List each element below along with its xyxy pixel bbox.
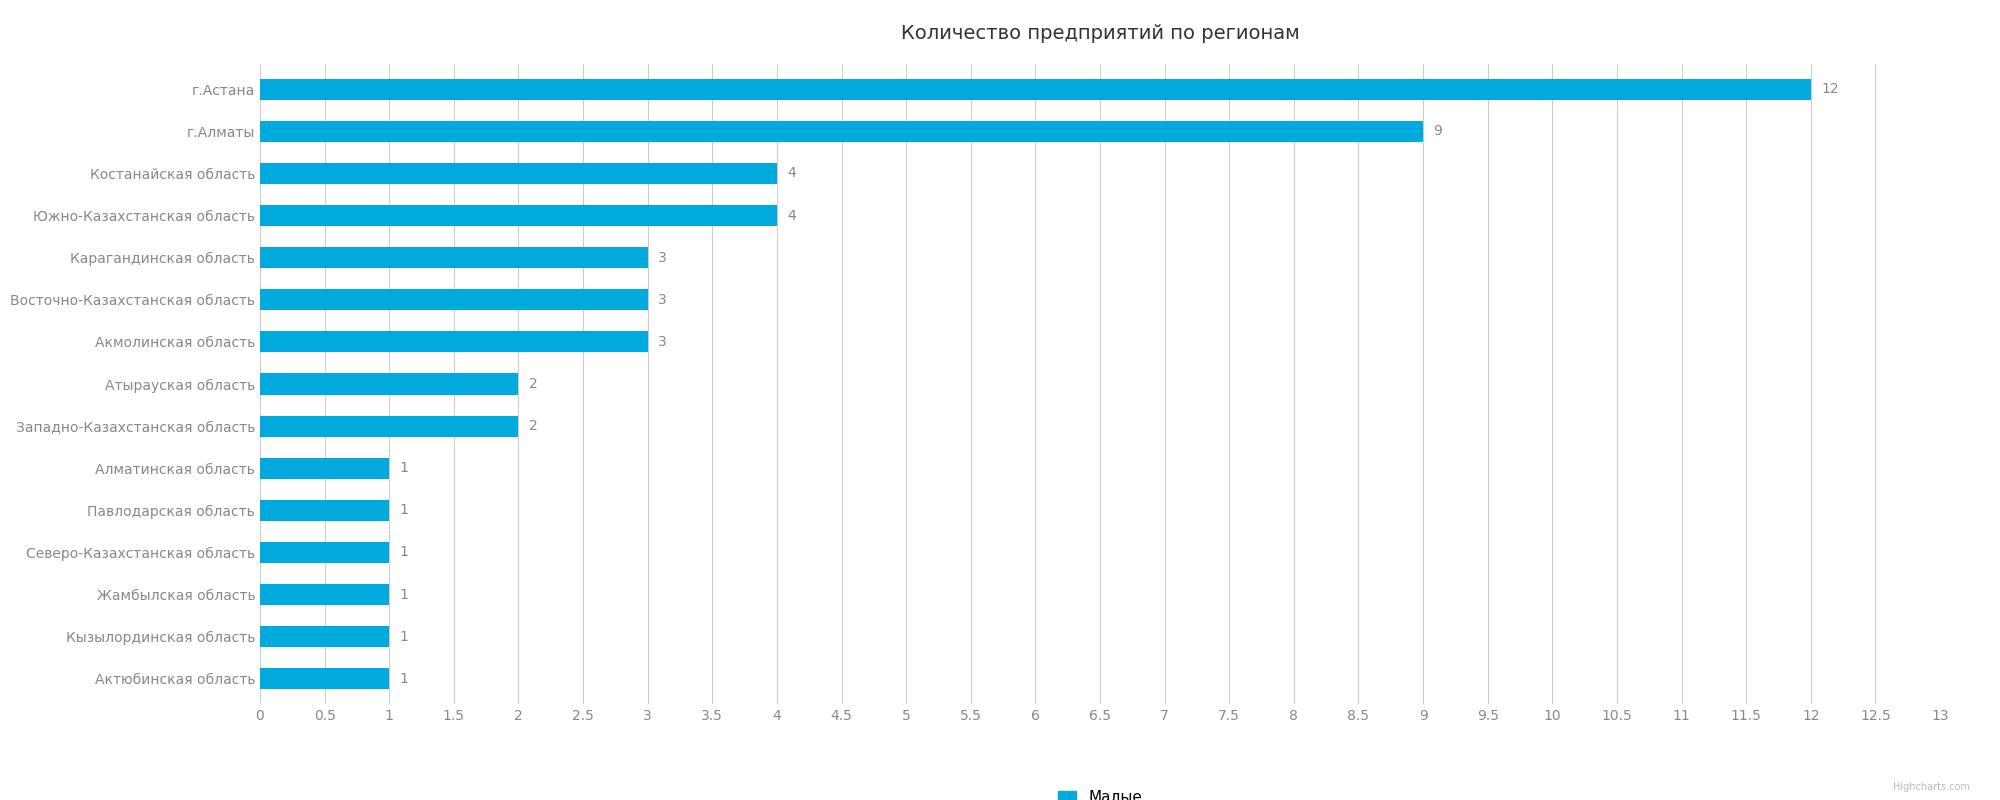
Text: Highcharts.com: Highcharts.com (1894, 782, 1970, 792)
Bar (260, 121, 1424, 142)
Bar (260, 584, 390, 605)
Text: 4: 4 (788, 166, 796, 181)
Bar (260, 247, 648, 268)
Bar (260, 331, 648, 353)
Text: 1: 1 (400, 587, 408, 602)
Bar (260, 626, 390, 647)
Text: 2: 2 (528, 377, 538, 391)
Text: 1: 1 (400, 630, 408, 644)
Text: 2: 2 (528, 419, 538, 433)
Bar (260, 163, 776, 184)
Bar (260, 542, 390, 563)
Text: 9: 9 (1434, 124, 1442, 138)
Text: 12: 12 (1822, 82, 1838, 96)
Bar (260, 458, 390, 478)
Bar (260, 374, 518, 394)
Text: 3: 3 (658, 250, 666, 265)
Text: 4: 4 (788, 209, 796, 222)
Text: 1: 1 (400, 546, 408, 559)
Text: 1: 1 (400, 503, 408, 518)
Bar (260, 500, 390, 521)
Text: 1: 1 (400, 672, 408, 686)
Text: 1: 1 (400, 462, 408, 475)
Bar (260, 668, 390, 690)
Text: 3: 3 (658, 293, 666, 306)
Bar (260, 205, 776, 226)
Text: Количество предприятий по регионам: Количество предприятий по регионам (900, 24, 1300, 43)
Bar (260, 290, 648, 310)
Bar (260, 415, 518, 437)
Text: 3: 3 (658, 335, 666, 349)
Bar (260, 78, 1810, 100)
Legend: Малые: Малые (1052, 784, 1148, 800)
